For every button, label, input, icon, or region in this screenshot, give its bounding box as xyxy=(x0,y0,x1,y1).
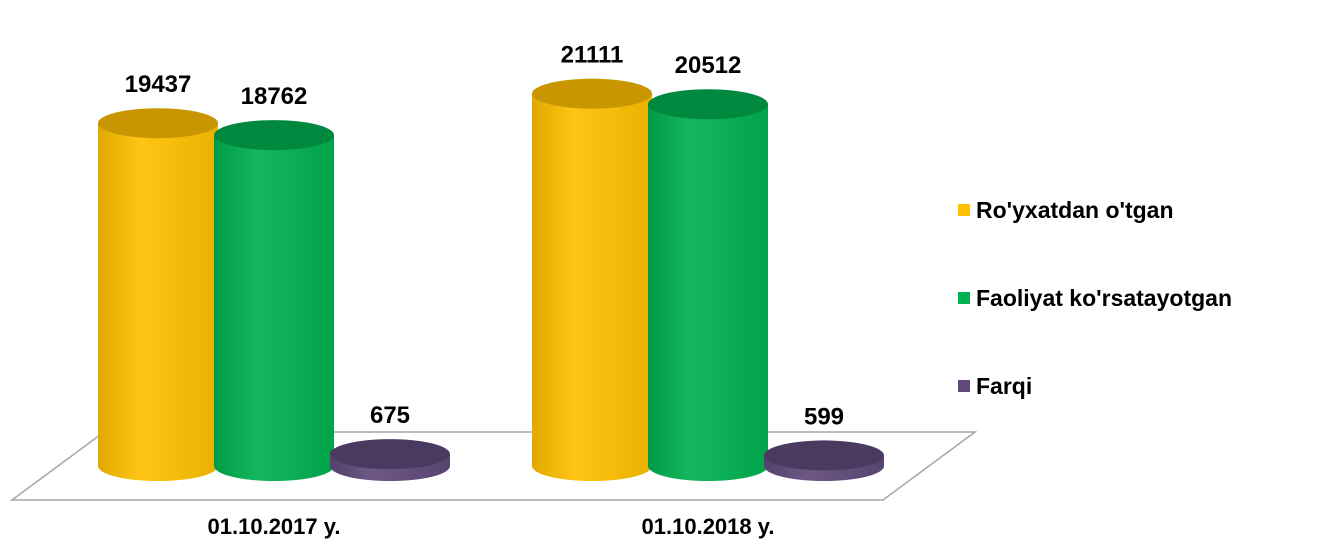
category-label-2: 01.10.2018 y. xyxy=(642,514,775,539)
legend-item-ro-yxatdan-o-tgan: Ro'yxatdan o'tgan xyxy=(958,166,1232,254)
bar-faoliyat-ko-rsatayotgan-2 xyxy=(648,89,768,481)
legend-item-farqi: Farqi xyxy=(958,342,1232,430)
data-label-ro-yxatdan-o-tgan-1: 19437 xyxy=(125,71,192,98)
labels-layer: 19437 18762 675 01.10.2017 y. 21111 20512 599 0… xyxy=(125,42,844,539)
legend-swatch xyxy=(958,204,970,216)
data-label-farqi-2: 599 xyxy=(804,403,844,430)
bar-farqi-2 xyxy=(764,440,884,481)
data-label-farqi-1: 675 xyxy=(370,402,410,429)
legend-label: Faoliyat ko'rsatayotgan xyxy=(976,284,1232,311)
legend-item-faoliyat-ko-rsatayotgan: Faoliyat ko'rsatayotgan xyxy=(958,254,1232,342)
legend: Ro'yxatdan o'tgan Faoliyat ko'rsatayotgan… xyxy=(958,166,1232,430)
legend-swatch xyxy=(958,380,970,392)
data-label-faoliyat-ko-rsatayotgan-1: 18762 xyxy=(241,83,308,110)
legend-label: Farqi xyxy=(976,372,1033,399)
bar-ro-yxatdan-o-tgan-1 xyxy=(98,108,218,482)
bar-ro-yxatdan-o-tgan-2 xyxy=(532,78,652,482)
legend-swatch xyxy=(958,292,970,304)
bar-faoliyat-ko-rsatayotgan-1 xyxy=(214,120,334,481)
legend-label: Ro'yxatdan o'tgan xyxy=(976,196,1174,223)
bar-farqi-1 xyxy=(330,439,450,481)
data-label-faoliyat-ko-rsatayotgan-2: 20512 xyxy=(675,52,742,79)
data-label-ro-yxatdan-o-tgan-2: 21111 xyxy=(561,42,624,69)
category-label-1: 01.10.2017 y. xyxy=(208,514,341,539)
bars-layer xyxy=(98,78,884,482)
